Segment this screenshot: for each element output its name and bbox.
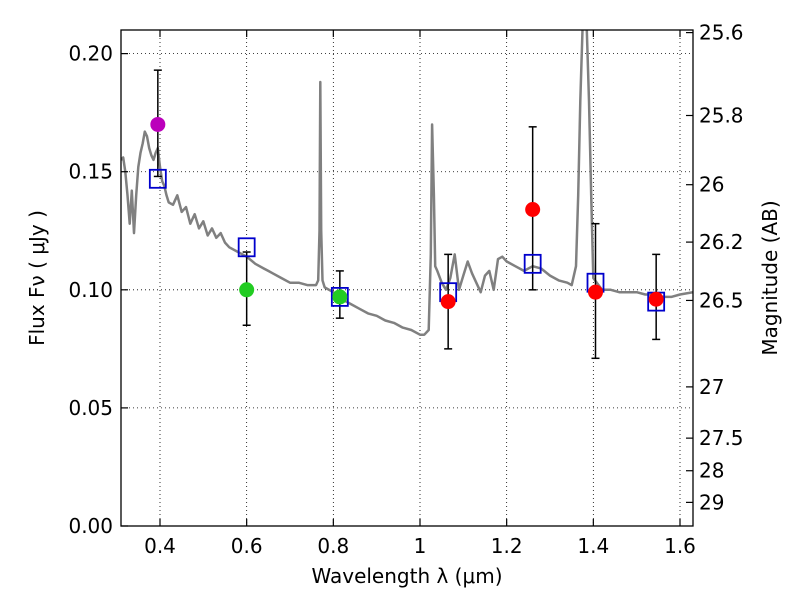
grid-lines	[121, 30, 693, 527]
marker-layer	[148, 69, 666, 360]
right-tick-label: 26.2	[699, 230, 744, 254]
right-tick-label: 25.8	[699, 104, 744, 128]
x-tick-label: 1	[414, 534, 427, 558]
observed-point	[648, 291, 664, 307]
axes: 0.4 0.6 0.8 1 1.2 1.4 1.6 0.00 0.05 0.10 0.15 0.20 2…	[68, 21, 743, 558]
right-tick-label: 25.6	[699, 21, 744, 45]
x-axis-label: Wavelength λ (μm)	[311, 564, 502, 588]
observed-point	[239, 282, 255, 298]
observed-point	[332, 289, 348, 305]
right-tick-label: 26	[699, 173, 724, 197]
x-tick-label: 0.4	[144, 534, 176, 558]
y-tick-label: 0.00	[68, 514, 113, 538]
y-tick-label: 0.10	[68, 278, 113, 302]
x-tick-label: 0.8	[317, 534, 349, 558]
x-tick-label: 1.4	[577, 534, 609, 558]
observed-point	[440, 294, 456, 310]
right-tick-label: 27.5	[699, 426, 744, 450]
right-tick-label: 26.5	[699, 288, 744, 312]
x-tick-label: 1.2	[491, 534, 523, 558]
observed-point	[150, 116, 166, 132]
observed-point	[525, 202, 541, 218]
plot-frame	[120, 29, 694, 527]
model-photometry-square	[523, 253, 542, 274]
data-layer	[121, 30, 693, 336]
y-tick-label: 0.05	[68, 396, 113, 420]
model-photometry-square	[148, 168, 167, 189]
y-tick-label: 0.15	[68, 160, 113, 184]
x-tick-label: 0.6	[231, 534, 263, 558]
observed-point	[588, 284, 603, 300]
model-photometry-square	[330, 286, 349, 307]
y-tick-label: 0.20	[68, 42, 113, 66]
model-photometry-square	[237, 237, 256, 258]
right-tick-label: 27	[699, 375, 724, 399]
x-tick-label: 1.6	[664, 534, 696, 558]
y-axis-label: Flux Fν ( μJy )	[25, 210, 49, 346]
right-tick-label: 28	[699, 459, 724, 483]
right-tick-label: 29	[699, 490, 724, 514]
model-spectrum-line	[121, 30, 693, 336]
y-axis-right-label: Magnitude (AB)	[758, 200, 782, 355]
